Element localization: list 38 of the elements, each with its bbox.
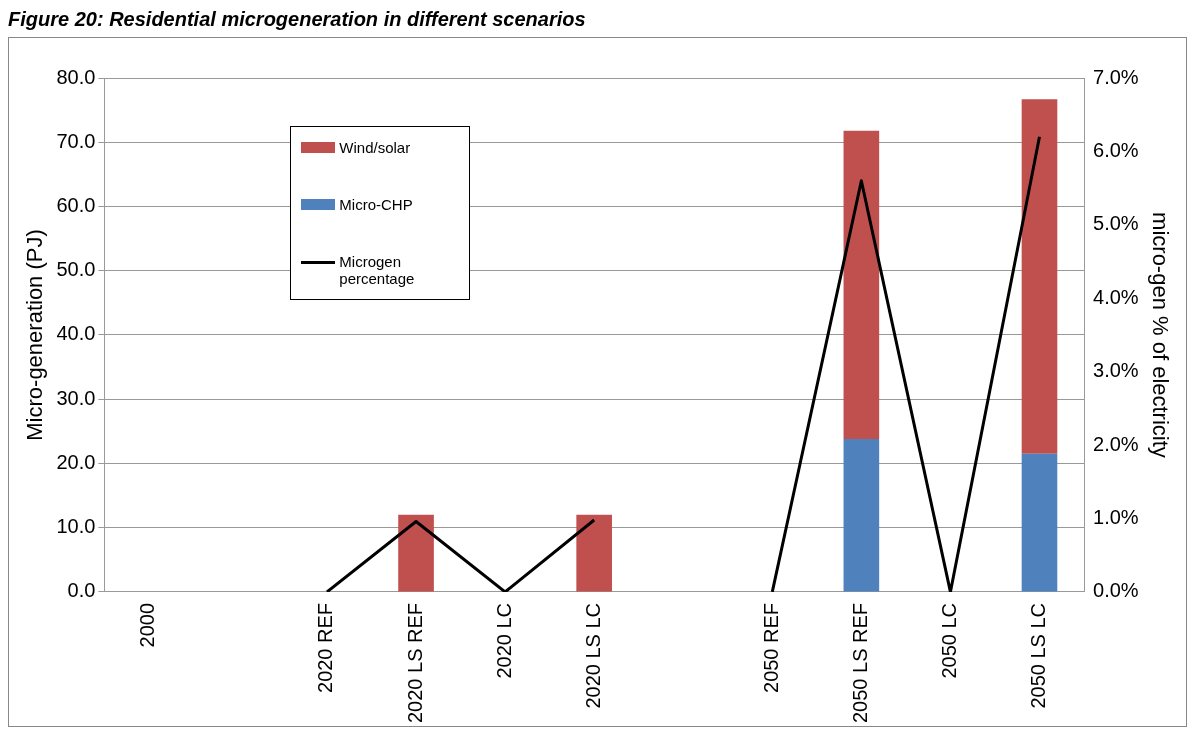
y-tick-label: 50.0 bbox=[56, 258, 96, 281]
y-tick-label: 40.0 bbox=[56, 322, 96, 345]
bar bbox=[1021, 99, 1058, 454]
chart-title: Figure 20: Residential microgeneration in different scenarios bbox=[8, 8, 587, 31]
y-tick-label: 20.0 bbox=[56, 450, 96, 473]
x-tick-label: 2020 REF bbox=[314, 602, 337, 693]
y2-tick-label: 4.0% bbox=[1093, 285, 1139, 308]
y-tick-label: 10.0 bbox=[56, 515, 96, 538]
x-tick-label: 2000 bbox=[136, 602, 159, 648]
bar bbox=[843, 439, 880, 592]
y2-tick-label: 0.0% bbox=[1093, 579, 1139, 602]
x-tick-label: 2020 LC bbox=[492, 602, 515, 679]
y2-axis-title: micro-gen % of electricity bbox=[1147, 212, 1173, 458]
x-tick-label: 2020 LS LC bbox=[581, 602, 604, 709]
y-tick-label: 30.0 bbox=[56, 386, 96, 409]
y-tick-label: 70.0 bbox=[56, 129, 96, 152]
x-tick-label: 2050 LC bbox=[937, 602, 960, 679]
bar bbox=[398, 514, 434, 592]
legend-label: Microgen percentage bbox=[339, 253, 416, 287]
y-tick-label: 60.0 bbox=[56, 194, 96, 216]
y2-tick-label: 1.0% bbox=[1093, 506, 1139, 529]
y2-tick-label: 5.0% bbox=[1093, 212, 1139, 235]
bar bbox=[843, 130, 880, 440]
bar bbox=[1021, 453, 1058, 592]
legend-label: Micro-CHP bbox=[339, 196, 414, 213]
y-tick-label: 80.0 bbox=[56, 65, 96, 88]
legend-label: Wind/solar bbox=[339, 139, 412, 156]
x-tick-label: 2050 REF bbox=[759, 602, 782, 693]
y-tick-label: 0.0 bbox=[67, 579, 96, 602]
y2-tick-label: 2.0% bbox=[1093, 432, 1139, 455]
y2-tick-label: 6.0% bbox=[1093, 138, 1139, 161]
x-tick-label: 2050 LS LC bbox=[1027, 602, 1049, 709]
y2-tick-label: 7.0% bbox=[1093, 65, 1139, 88]
x-tick-label: 2020 LS REF bbox=[403, 602, 426, 724]
bar bbox=[576, 514, 612, 592]
x-tick-label: 2050 LS REF bbox=[848, 602, 871, 724]
y-axis-title: Micro-generation (PJ) bbox=[22, 229, 48, 441]
y2-tick-label: 3.0% bbox=[1093, 359, 1139, 382]
